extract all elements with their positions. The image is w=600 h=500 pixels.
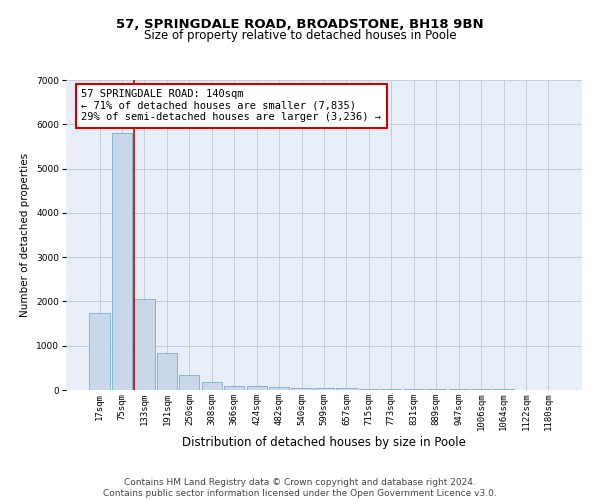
- Bar: [134, 299, 155, 390]
- Text: 57, SPRINGDALE ROAD, BROADSTONE, BH18 9BN: 57, SPRINGDALE ROAD, BROADSTONE, BH18 9B…: [116, 18, 484, 30]
- Bar: [224, 386, 244, 390]
- Bar: [471, 389, 491, 390]
- Bar: [202, 382, 222, 390]
- Bar: [314, 388, 334, 390]
- Bar: [337, 388, 356, 390]
- Bar: [112, 133, 132, 390]
- Text: 57 SPRINGDALE ROAD: 140sqm
← 71% of detached houses are smaller (7,835)
29% of s: 57 SPRINGDALE ROAD: 140sqm ← 71% of deta…: [82, 90, 382, 122]
- Bar: [89, 312, 110, 390]
- Bar: [381, 388, 401, 390]
- Text: Contains HM Land Registry data © Crown copyright and database right 2024.
Contai: Contains HM Land Registry data © Crown c…: [103, 478, 497, 498]
- X-axis label: Distribution of detached houses by size in Poole: Distribution of detached houses by size …: [182, 436, 466, 449]
- Bar: [292, 388, 311, 390]
- Bar: [404, 388, 424, 390]
- Bar: [449, 389, 469, 390]
- Text: Size of property relative to detached houses in Poole: Size of property relative to detached ho…: [143, 29, 457, 42]
- Bar: [269, 388, 289, 390]
- Bar: [247, 386, 267, 390]
- Y-axis label: Number of detached properties: Number of detached properties: [20, 153, 31, 317]
- Bar: [426, 388, 446, 390]
- Bar: [179, 376, 199, 390]
- Bar: [359, 388, 379, 390]
- Bar: [157, 353, 177, 390]
